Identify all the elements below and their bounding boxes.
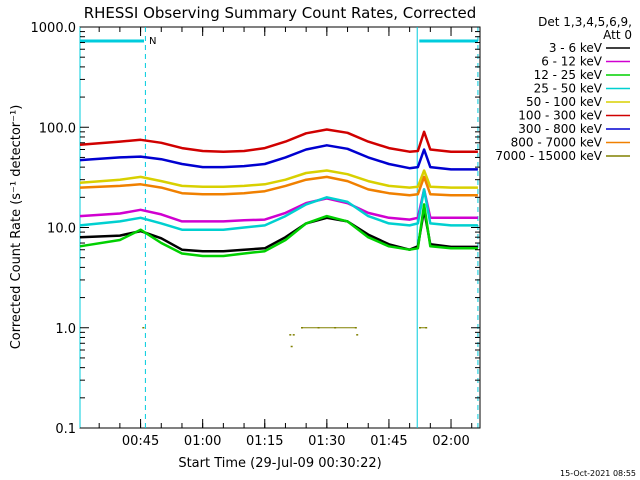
series-100-300-kev [79,128,478,153]
y-tick-label: 1.0 [55,322,76,337]
flag-letter: N [149,36,156,47]
legend-label: 25 - 50 keV [534,82,603,96]
x-tick-label: 01:00 [184,434,221,449]
x-tick-label: 01:15 [246,434,283,449]
legend-label: 3 - 6 keV [549,41,603,55]
legend-label: 800 - 7000 keV [511,136,603,150]
legend-label: 6 - 12 keV [541,55,603,69]
legend-subheader: Att 0 [603,28,632,42]
y-tick-label: 10.0 [47,222,76,237]
series-50-100-kev [79,169,478,189]
series-800-7000-kev [79,175,478,197]
legend-header: Det 1,3,4,5,6,9, [538,15,632,29]
x-axis: 00:45 01:00 01:15 01:30 01:45 02:00 [98,27,473,449]
series-300-800-kev [79,144,478,171]
series-25-50-kev [79,188,478,231]
legend-label: 100 - 300 keV [518,109,602,123]
y-tick-label: 1000.0 [31,21,77,36]
y-axis: 0.1 1.0 10.0 100.0 1000.0 [31,21,480,437]
x-axis-label: Start Time (29-Jul-09 00:30:22) [178,456,381,471]
night-markers [79,27,479,428]
x-tick-label: 02:00 [432,434,469,449]
series-12-25-kev [79,203,478,258]
y-tick-label: 0.1 [55,422,76,437]
legend-label: 7000 - 15000 keV [495,149,602,163]
x-tick-label: 00:45 [122,434,159,449]
series-7000-15000-kev [142,327,428,348]
x-tick-label: 01:45 [370,434,407,449]
y-tick-label: 100.0 [39,121,76,136]
x-tick-label: 01:30 [308,434,345,449]
plot-area: N [79,26,481,429]
legend-label: 300 - 800 keV [518,122,602,136]
legend-label: 12 - 25 keV [534,68,603,82]
series-group [79,128,478,348]
timestamp: 15-Oct-2021 08:55 [560,469,636,478]
y-axis-label: Corrected Count Rate (s⁻¹ detector⁻¹) [9,105,24,350]
chart-title: RHESSI Observing Summary Count Rates, Co… [84,4,477,22]
legend-label: 50 - 100 keV [526,95,603,109]
